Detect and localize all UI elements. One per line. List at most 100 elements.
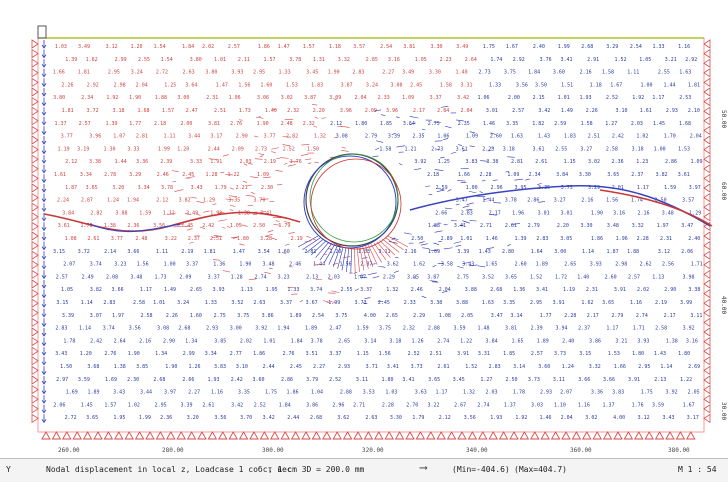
triangle-support-icon [704,357,710,365]
node-value: 2.63 [365,415,377,421]
node-value: 2.88 [340,390,352,396]
node-value: 2.65 [338,338,350,344]
node-value: 3.37 [186,262,198,268]
node-value: 2.71 [353,402,365,408]
triangle-support-icon [32,155,38,163]
node-value: 1.92 [632,95,644,101]
node-value: 3.45 [453,377,465,383]
node-value: 1.00 [466,185,478,191]
node-value: 1.01 [558,95,570,101]
node-value: 1.37 [504,402,516,408]
node-value: 1.84 [528,70,540,76]
node-value: 2.63 [183,70,195,76]
node-value: 2.95 [530,300,542,306]
triangle-support-icon [32,386,38,394]
node-value: 3.38 [89,159,101,165]
node-value: 2.12 [439,415,451,421]
triangle-support-icon [541,432,549,439]
node-value: 1.62 [413,262,425,268]
vector-line [376,141,383,143]
triangle-support-icon [427,432,435,439]
triangle-support-icon [704,117,710,125]
triangle-support-icon [32,213,38,221]
node-value: 3.66 [127,249,139,255]
node-value: 1.99 [328,300,340,306]
node-value: 3.34 [80,172,92,178]
node-value: 1.16 [211,390,223,396]
node-value: 3.74 [103,326,115,332]
corner-marker[interactable] [38,26,46,38]
node-value: 3.93 [213,287,225,293]
node-value: 3.59 [652,402,664,408]
node-value: 3.93 [590,262,602,268]
vector-line [396,117,400,118]
node-value: 3.65 [86,185,98,191]
node-value: 2.31 [660,236,672,242]
node-value: 2.88 [428,326,440,332]
triangle-support-icon [260,432,268,439]
node-value: 1.88 [428,223,440,229]
node-value: 1.33 [287,287,299,293]
vector-line [174,190,183,192]
vector-line [514,179,523,180]
vector-line [243,181,247,182]
node-value: 1.62 [86,57,98,63]
node-value: 3.41 [454,223,466,229]
node-value: 1.53 [286,82,298,88]
node-value: 2.16 [139,338,151,344]
node-value: 2.46 [411,287,423,293]
triangle-support-icon [704,309,710,317]
node-value: 2.16 [404,249,416,255]
node-value: 1.43 [479,249,491,255]
node-value: 1.80 [355,121,367,127]
vector-line [456,245,462,246]
node-value: 2.09 [232,146,244,152]
node-value: 3.60 [538,364,550,370]
triangle-support-icon [704,251,710,259]
triangle-support-icon [32,347,38,355]
node-value: 3.22 [165,236,177,242]
node-value: 3.62 [387,262,399,268]
triangle-support-icon [458,432,466,439]
node-value: 3.84 [556,172,568,178]
node-value: 1.56 [340,262,352,268]
vector-line [271,148,279,150]
node-value: 1.18 [590,82,602,88]
node-value: 3.51 [306,351,318,357]
triangle-support-icon [32,290,38,298]
node-value: 2.44 [263,364,275,370]
node-value: 2.54 [312,313,324,319]
node-value: 2.35 [413,134,425,140]
vector-line [346,248,348,272]
node-value: 1.65 [485,262,497,268]
node-value: 1.60 [190,313,202,319]
node-value: 2.99 [183,351,195,357]
triangle-support-icon [635,432,643,439]
node-value: 2.93 [666,108,678,114]
triangle-support-icon [448,432,456,439]
triangle-support-icon [704,165,710,173]
node-value: 1.67 [683,402,695,408]
triangle-support-icon [704,126,710,134]
node-value: 1.11 [627,70,639,76]
node-value: 2.26 [166,313,178,319]
node-value: 3.52 [482,274,494,280]
triangle-support-icon [32,184,38,192]
triangle-support-icon [42,432,50,439]
node-value: 1.97 [112,313,124,319]
node-value: 1.46 [539,415,551,421]
node-value: 3.85 [214,338,226,344]
node-value: 1.16 [578,402,590,408]
node-value: 2.68 [310,415,322,421]
vector-line [315,117,318,119]
vector-line [189,242,193,243]
node-value: 3.24 [177,300,189,306]
vector-line [285,244,289,245]
node-value: 3.80 [205,70,217,76]
node-value: 3.21 [615,338,627,344]
triangle-support-icon [704,107,710,115]
node-value: 1.37 [603,402,615,408]
node-value: 2.23 [440,57,452,63]
node-value: 1.49 [164,287,176,293]
